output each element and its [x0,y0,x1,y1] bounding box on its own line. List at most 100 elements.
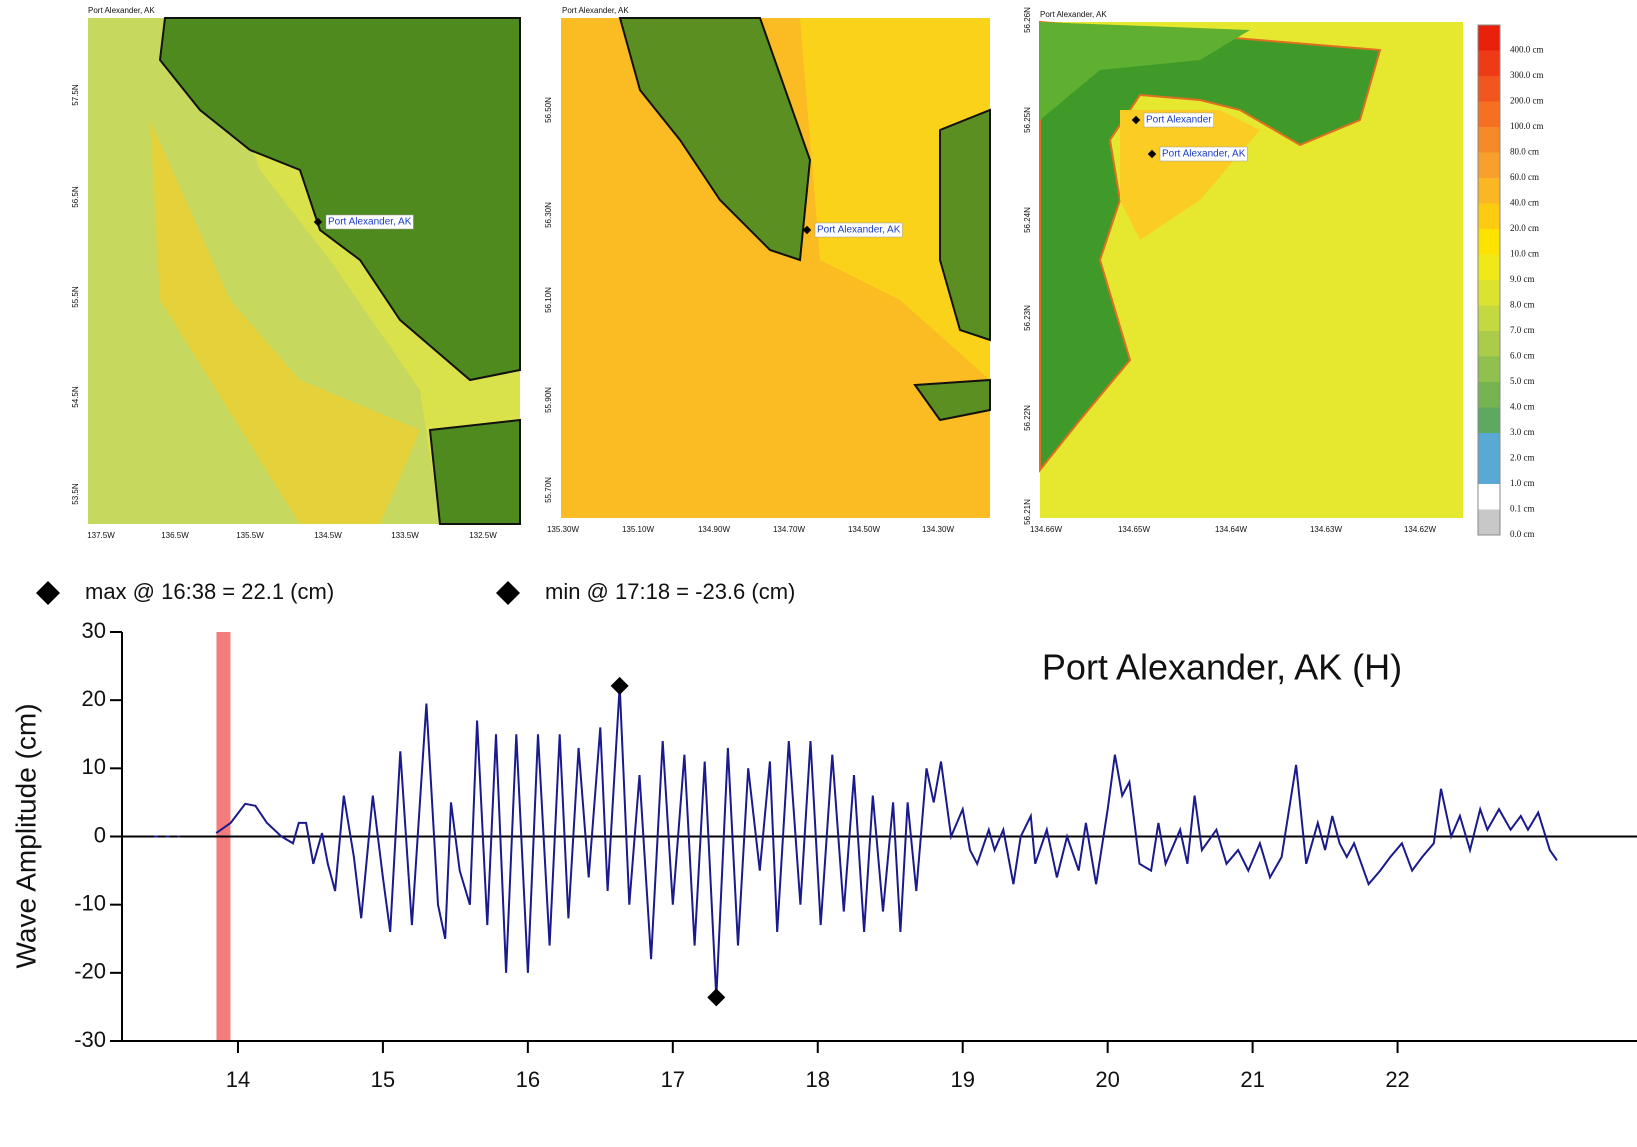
y-tick-label: 30 [82,618,106,643]
extreme-marker [707,988,726,1007]
colorbar-label: 5.0 cm [1510,376,1535,386]
y-tick-label: 0 [94,822,106,847]
place-label-bg [1143,112,1214,128]
colorbar-band [1478,458,1500,484]
colorbar-band [1478,382,1500,408]
lat-label: 56.23N [1023,305,1032,331]
colorbar-band [1478,127,1500,153]
lat-label: 56.50N [544,97,553,123]
colorbar-band [1478,280,1500,306]
colorbar-frame [1477,24,1501,536]
land [618,17,812,262]
colorbar-label: 7.0 cm [1510,325,1535,335]
colorbar-label: 8.0 cm [1510,300,1535,310]
place-label-bg [1159,146,1248,162]
colorbar-label: 1.0 cm [1510,478,1535,488]
place-label: Port Alexander [1146,115,1212,126]
x-tick-label: 14 [226,1067,250,1092]
map-3 [1039,20,1463,518]
land [913,378,991,422]
lon-label: 134.5W [314,531,342,540]
x-tick-label: 20 [1095,1067,1119,1092]
lat-label: 56.10N [544,287,553,313]
colorbar-label: 0.1 cm [1510,504,1535,514]
lon-label: 135.5W [236,531,264,540]
lat-label: 55.90N [544,387,553,413]
lat-label: 55.5N [71,286,80,308]
y-tick-label: -20 [74,959,106,984]
colorbar-label: 0.0 cm [1510,529,1535,539]
lon-label: 134.66W [1030,525,1062,534]
x-tick-label: 22 [1385,1067,1409,1092]
y-tick-label: -10 [74,890,106,915]
colorbar-label: 100.0 cm [1510,121,1544,131]
y-tick-label: 20 [82,686,106,711]
colorbar-label: 20.0 cm [1510,223,1539,233]
colorbar-band [1478,509,1500,535]
map-labels: Port Alexander, AK 57.5N 56.5N 55.5N 54.5N 53… [71,6,1436,540]
lon-label: 134.64W [1215,525,1247,534]
colorbar: 400.0 cm 300.0 cm 200.0 cm 100.0 cm 80.0 cm 6… [1477,24,1544,539]
wave-line [153,685,1558,998]
marker-label: min @ 17:18 = -23.6 (cm) [545,579,795,604]
colorbar-label: 9.0 cm [1510,274,1535,284]
colorbar-label: 400.0 cm [1510,45,1544,55]
lon-label: 135.10W [622,525,654,534]
colorbar-band [1478,178,1500,204]
colorbar-band [1478,76,1500,102]
extreme-marker [610,676,629,695]
colorbar-label: 200.0 cm [1510,96,1544,106]
lat-label: 56.22N [1023,405,1032,431]
y-axis-label: Wave Amplitude (cm) [10,703,41,968]
y-tick-label: 10 [82,754,106,779]
colorbar-band [1478,484,1500,510]
sea-shelf [88,18,440,524]
place-label: Port Alexander, AK [1162,149,1246,160]
colorbar-label: 40.0 cm [1510,198,1539,208]
lat-label: 54.5N [71,386,80,408]
sea-band [1120,110,1260,240]
colorbar-label: 3.0 cm [1510,427,1535,437]
colorbar-label: 6.0 cm [1510,351,1535,361]
colorbar-band [1478,407,1500,433]
x-tick-label: 16 [516,1067,540,1092]
place-label-bg [325,214,414,230]
x-tick-label: 18 [806,1067,830,1092]
lon-label: 134.63W [1310,525,1342,534]
place-marker [313,217,323,227]
map-title: Port Alexander, AK [1040,10,1107,19]
colorbar-band [1478,254,1500,280]
colorbar-label: 80.0 cm [1510,147,1539,157]
map-title: Port Alexander, AK [88,6,155,15]
map-1 [88,17,521,525]
lon-label: 134.50W [848,525,880,534]
marker-label: max @ 16:38 = 22.1 (cm) [85,579,334,604]
colorbar-label: 300.0 cm [1510,70,1544,80]
colorbar-label: 2.0 cm [1510,453,1535,463]
lon-label: 134.62W [1404,525,1436,534]
colorbar-band [1478,25,1500,51]
colorbar-label: 10.0 cm [1510,249,1539,259]
legend-marker [496,581,520,605]
y-tick-label: -30 [74,1027,106,1052]
lat-label: 56.25N [1023,107,1032,133]
lon-label: 134.65W [1118,525,1150,534]
place-label: Port Alexander, AK [328,217,412,228]
lat-label: 56.26N [1023,7,1032,33]
colorbar-band [1478,331,1500,357]
lat-label: 53.5N [71,483,80,505]
colorbar-band [1478,305,1500,331]
chart: -30 -20 -10 0 10 20 30 14 15 16 17 18 19 20 21 22 Port A… [10,579,1637,1092]
colorbar-band [1478,50,1500,76]
map-2 [561,17,991,518]
legend-marker [36,581,60,605]
colorbar-band [1478,433,1500,459]
colorbar-band [1478,152,1500,178]
lat-label: 55.70N [544,477,553,503]
lat-label: 56.30N [544,202,553,228]
sea-band [800,18,990,380]
colorbar-band [1478,229,1500,255]
lon-label: 132.5W [469,531,497,540]
land [939,108,991,342]
land-high [1040,22,1250,120]
